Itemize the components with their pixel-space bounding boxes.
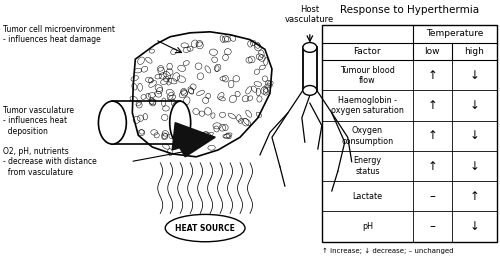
Text: Oxygen
consumption: Oxygen consumption [342, 126, 394, 146]
Text: ↓: ↓ [470, 159, 480, 173]
Text: ↓: ↓ [470, 220, 480, 233]
Text: Host
vasculature: Host vasculature [285, 5, 335, 24]
Text: pH: pH [362, 222, 373, 231]
Polygon shape [175, 128, 215, 157]
Polygon shape [172, 123, 215, 150]
Text: ↓: ↓ [470, 129, 480, 142]
Text: HEAT SOURCE: HEAT SOURCE [175, 224, 235, 233]
Text: Tumour blood
flow: Tumour blood flow [340, 66, 395, 85]
Text: Tumor cell microenvironment
- influences heat damage: Tumor cell microenvironment - influences… [2, 25, 114, 44]
Text: Response to Hyperthermia: Response to Hyperthermia [340, 5, 479, 15]
Text: ↑: ↑ [428, 129, 438, 142]
Polygon shape [132, 32, 272, 157]
Ellipse shape [165, 215, 245, 242]
Text: low: low [424, 47, 440, 56]
Text: ↑ increase; ↓ decrease; – unchanged: ↑ increase; ↓ decrease; – unchanged [322, 248, 454, 254]
Ellipse shape [98, 101, 126, 144]
Text: ↓: ↓ [470, 69, 480, 82]
Text: ↑: ↑ [470, 190, 480, 203]
Text: ↑: ↑ [428, 99, 438, 112]
Text: ↓: ↓ [470, 99, 480, 112]
Ellipse shape [303, 86, 317, 95]
Text: ↑: ↑ [428, 159, 438, 173]
Ellipse shape [170, 101, 190, 144]
Text: Tumor vasculature
- influences heat
  deposition: Tumor vasculature - influences heat depo… [2, 106, 74, 136]
Text: Haemoglobin -
oxygen saturation: Haemoglobin - oxygen saturation [331, 96, 404, 115]
Bar [322, 25, 498, 242]
Ellipse shape [303, 43, 317, 52]
Text: Energy
status: Energy status [354, 156, 382, 176]
Text: –: – [430, 220, 436, 233]
Text: Factor: Factor [354, 47, 381, 56]
Text: O2, pH, nutrients
- decrease with distance
  from vasculature: O2, pH, nutrients - decrease with distan… [2, 147, 96, 177]
Text: Temperature: Temperature [426, 29, 484, 38]
Text: Lactate: Lactate [352, 192, 382, 201]
Text: –: – [430, 190, 436, 203]
Text: ↑: ↑ [428, 69, 438, 82]
Text: high: high [464, 47, 484, 56]
